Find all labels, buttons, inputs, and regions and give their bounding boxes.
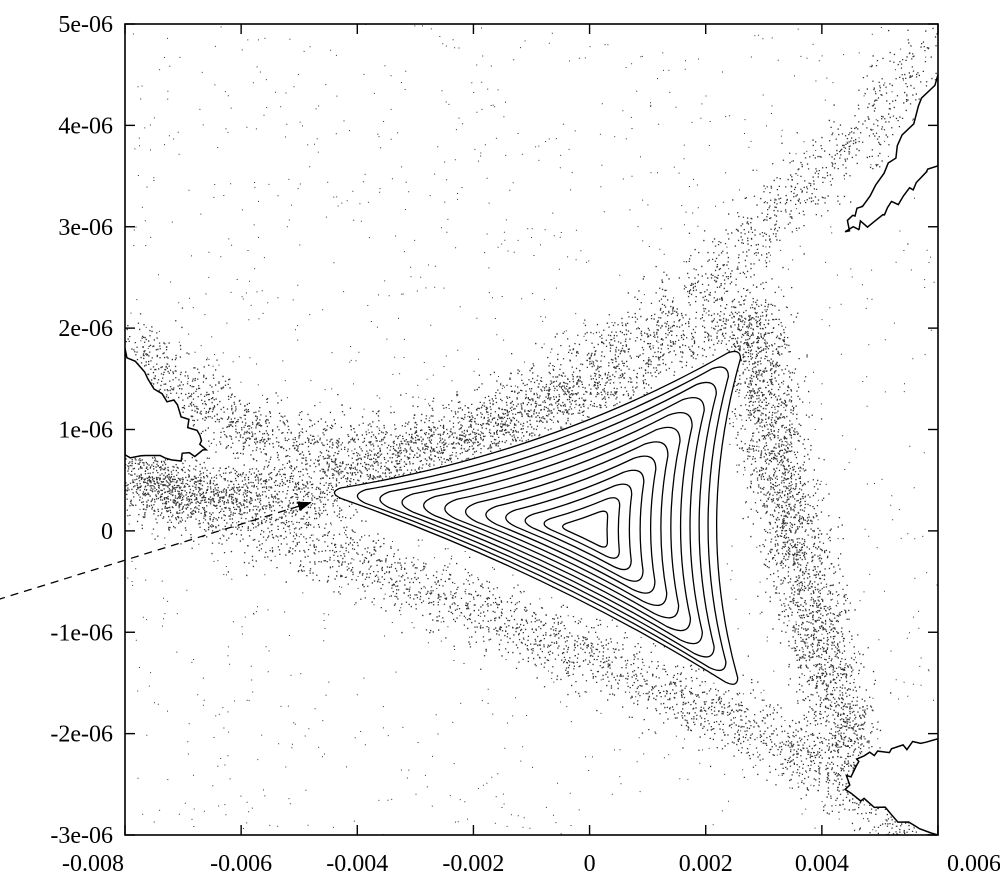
invariant-curve-2 — [524, 483, 633, 571]
invariant-curve-0 — [561, 510, 609, 548]
y-tick-label-2: 3e-06 — [58, 215, 113, 241]
island-top-right — [844, 74, 938, 233]
y-axis: 5e-06 4e-06 3e-06 2e-06 1e-06 0 -1e-06 -2e-06 -3… — [50, 12, 938, 849]
y-tick-label-5: 0 — [101, 519, 113, 545]
invariant-curve-4 — [485, 455, 657, 594]
invariant-curve-layer — [332, 350, 742, 686]
invariant-curve-8 — [401, 397, 705, 645]
x-tick-label-0: -0.008 — [62, 851, 124, 877]
y-tick-label-3: 2e-06 — [58, 316, 113, 342]
annotation-layer — [0, 501, 312, 600]
separatrix-interior — [332, 350, 741, 686]
invariant-curve-10 — [356, 366, 730, 672]
invariant-curve-9 — [379, 381, 717, 658]
invariant-curve-6 — [444, 426, 681, 619]
x-tick-label-3: -0.002 — [442, 851, 504, 877]
x-tick-label-6: 0.004 — [795, 851, 849, 877]
island-bottom-right — [843, 737, 938, 835]
x-tick-label-5: 0.002 — [679, 851, 733, 877]
invariant-curve-11 — [333, 350, 742, 685]
invariant-curve-5 — [464, 441, 669, 607]
island-layer — [125, 74, 938, 835]
y-tick-label-8: -3e-06 — [50, 823, 113, 849]
y-tick-label-6: -1e-06 — [50, 620, 113, 646]
x-tick-label-4: 0 — [584, 851, 596, 877]
y-tick-label-7: -2e-06 — [50, 722, 113, 748]
invariant-curve-3 — [505, 469, 645, 582]
invariant-curve-7 — [423, 412, 693, 632]
annotation-arrow-0 — [0, 501, 312, 600]
x-axis: -0.008 -0.006 -0.004 -0.002 0 0.002 0.004 0.006 — [62, 24, 1000, 877]
y-tick-label-0: 5e-06 — [58, 12, 113, 38]
plot-frame — [124, 23, 939, 836]
y-tick-label-4: 1e-06 — [58, 418, 113, 444]
x-tick-label-2: -0.004 — [326, 851, 388, 877]
x-tick-label-1: -0.006 — [210, 851, 272, 877]
y-tick-label-1: 4e-06 — [58, 113, 113, 139]
island-left — [125, 348, 209, 462]
invariant-curve-1 — [543, 497, 621, 559]
x-tick-label-7: 0.006 — [947, 851, 1000, 877]
